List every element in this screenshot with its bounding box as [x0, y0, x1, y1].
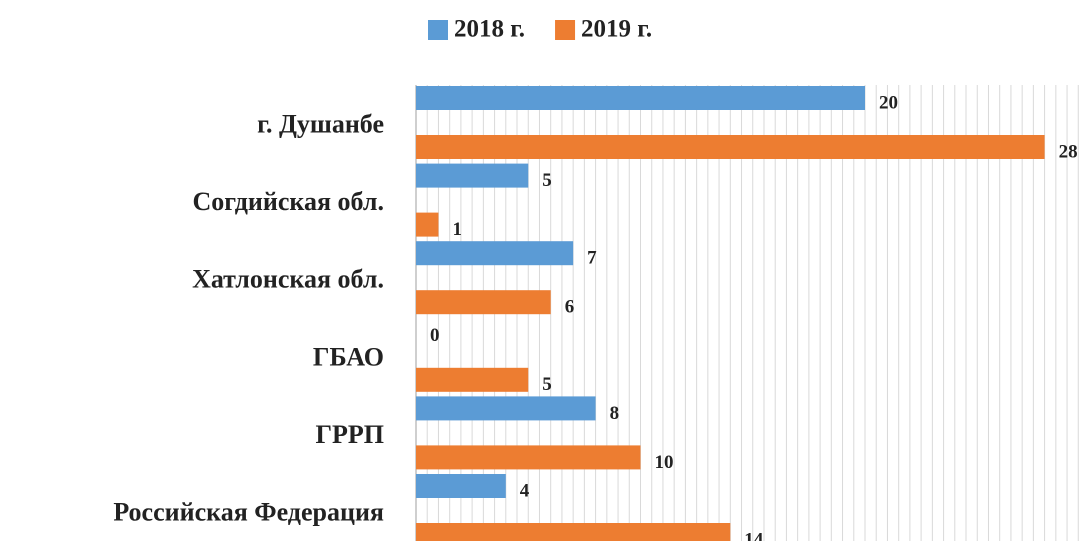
- bar: [416, 163, 529, 188]
- value-label: 6: [565, 297, 575, 318]
- category-label: г. Душанбе: [257, 109, 384, 138]
- value-label: 7: [587, 248, 597, 269]
- bar: [416, 212, 439, 237]
- bar: [416, 367, 529, 392]
- value-label: 10: [655, 452, 674, 473]
- legend-swatch: [555, 20, 576, 40]
- legend-swatch: [428, 20, 448, 40]
- value-label: 28: [1059, 141, 1078, 162]
- value-label: 20: [879, 92, 898, 113]
- value-label: 1: [452, 219, 462, 240]
- value-label: 8: [610, 403, 620, 424]
- value-label: 5: [542, 170, 552, 191]
- bar: [416, 474, 506, 498]
- bar: [416, 445, 641, 470]
- bar: [416, 241, 574, 266]
- category-label: Российская Федерация: [113, 497, 384, 526]
- value-label: 0: [430, 325, 440, 346]
- category-label: Согдийская обл.: [192, 187, 384, 216]
- category-label: ГРРП: [315, 420, 384, 449]
- bar: [416, 135, 1045, 159]
- bar: [416, 86, 865, 110]
- legend-label: 2019 г.: [581, 16, 652, 43]
- value-label: 4: [520, 480, 530, 501]
- bar: [416, 290, 551, 315]
- bar: [416, 396, 596, 421]
- value-label: 5: [542, 374, 552, 395]
- value-label: 14: [744, 529, 764, 541]
- legend-label: 2018 г.: [454, 16, 525, 43]
- bar: [416, 523, 731, 541]
- category-label: Хатлонская обл.: [192, 265, 384, 294]
- category-label: ГБАО: [313, 342, 384, 371]
